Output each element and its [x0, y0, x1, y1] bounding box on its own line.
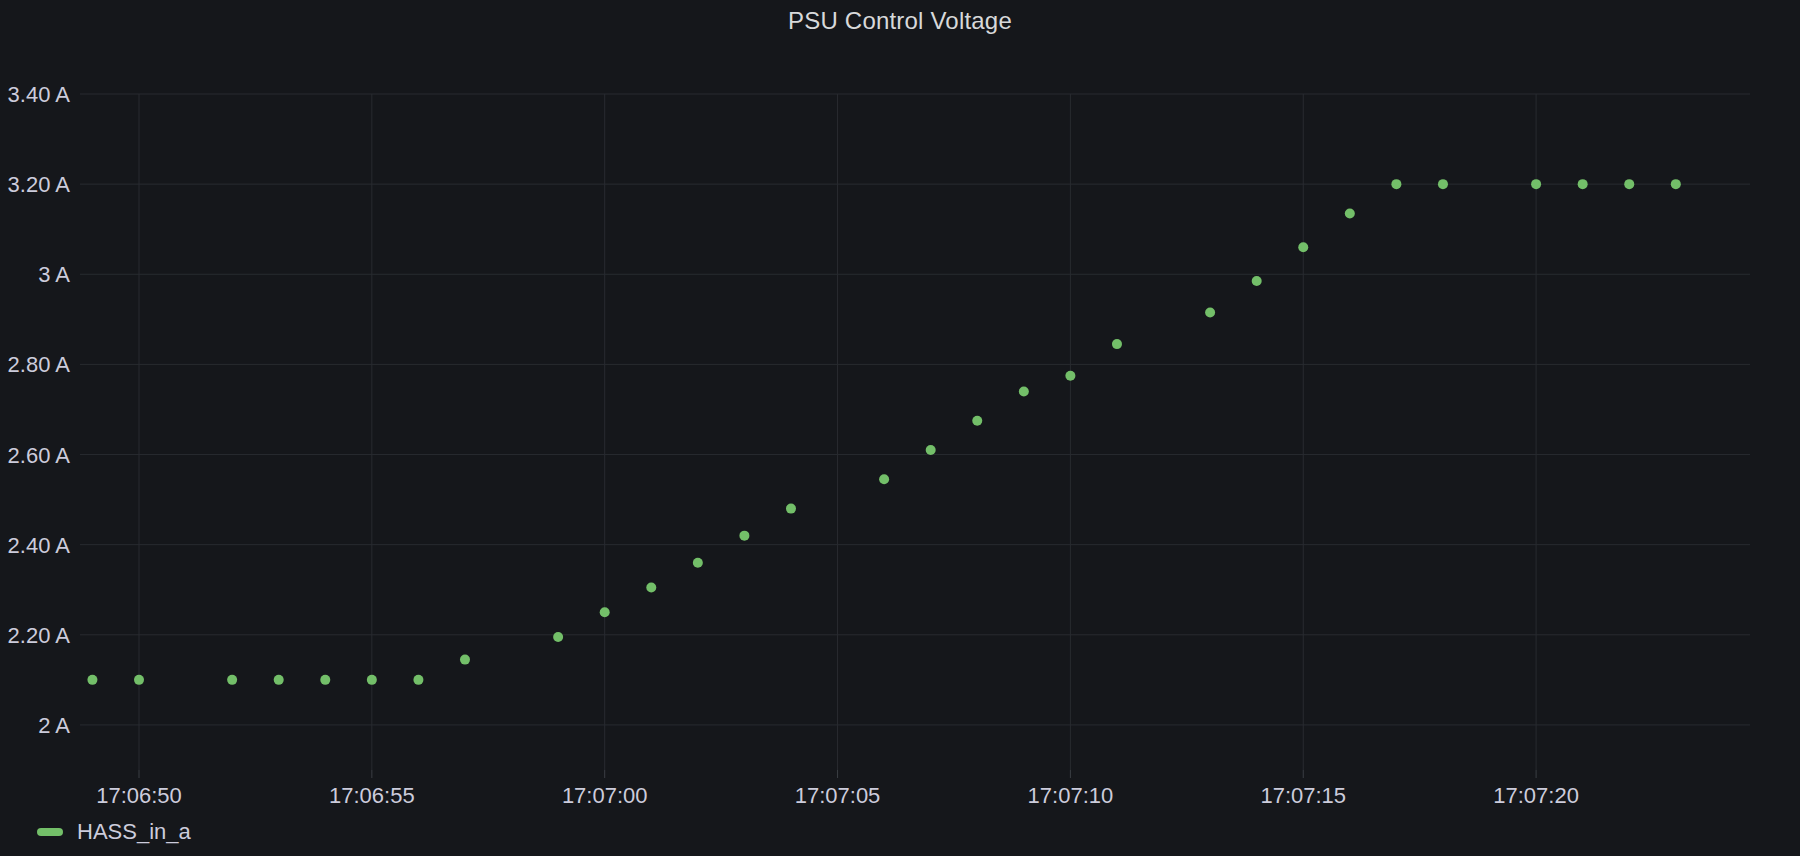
- data-point[interactable]: [553, 632, 563, 642]
- data-point[interactable]: [693, 558, 703, 568]
- x-tick-label: 17:07:20: [1493, 783, 1579, 808]
- legend: HASS_in_a: [37, 819, 191, 845]
- y-tick-label: 2.80 A: [8, 352, 71, 377]
- data-point[interactable]: [320, 675, 330, 685]
- data-point[interactable]: [1019, 386, 1029, 396]
- data-point[interactable]: [1578, 179, 1588, 189]
- legend-series-label[interactable]: HASS_in_a: [77, 819, 191, 845]
- x-tick-label: 17:06:50: [96, 783, 182, 808]
- x-tick-label: 17:07:15: [1260, 783, 1346, 808]
- y-tick-label: 3 A: [38, 262, 70, 287]
- data-point[interactable]: [367, 675, 377, 685]
- data-point[interactable]: [1624, 179, 1634, 189]
- data-point[interactable]: [227, 675, 237, 685]
- y-tick-label: 3.40 A: [8, 82, 71, 107]
- data-point[interactable]: [739, 531, 749, 541]
- data-point[interactable]: [1438, 179, 1448, 189]
- psu-voltage-panel: PSU Control Voltage 3.40 A3.20 A3 A2.80 …: [0, 0, 1800, 856]
- data-point[interactable]: [1531, 179, 1541, 189]
- data-point[interactable]: [1252, 276, 1262, 286]
- x-tick-label: 17:07:00: [562, 783, 648, 808]
- data-point[interactable]: [646, 582, 656, 592]
- data-point[interactable]: [460, 655, 470, 665]
- data-point[interactable]: [1298, 242, 1308, 252]
- data-point[interactable]: [1671, 179, 1681, 189]
- data-point[interactable]: [1391, 179, 1401, 189]
- data-point[interactable]: [134, 675, 144, 685]
- y-tick-label: 2.40 A: [8, 533, 71, 558]
- y-tick-label: 2.60 A: [8, 443, 71, 468]
- data-point[interactable]: [879, 474, 889, 484]
- voltage-scatter-chart[interactable]: 3.40 A 3.20 A 3 A 2.80 A 2.60 A 2.40 A 2.20 A 2…: [0, 0, 1800, 856]
- legend-color-swatch[interactable]: [37, 828, 63, 836]
- y-tick-label: 3.20 A: [8, 172, 71, 197]
- data-point[interactable]: [600, 607, 610, 617]
- data-point[interactable]: [786, 504, 796, 514]
- data-point[interactable]: [87, 675, 97, 685]
- data-point[interactable]: [972, 416, 982, 426]
- x-tick-label: 17:07:05: [795, 783, 881, 808]
- y-tick-label: 2.20 A: [8, 623, 71, 648]
- data-point[interactable]: [1065, 371, 1075, 381]
- x-tick-label: 17:07:10: [1028, 783, 1114, 808]
- data-point[interactable]: [413, 675, 423, 685]
- data-point[interactable]: [1205, 308, 1215, 318]
- y-tick-label: 2 A: [38, 713, 70, 738]
- data-point[interactable]: [1112, 339, 1122, 349]
- data-point[interactable]: [926, 445, 936, 455]
- data-point[interactable]: [1345, 208, 1355, 218]
- x-tick-label: 17:06:55: [329, 783, 415, 808]
- data-point[interactable]: [274, 675, 284, 685]
